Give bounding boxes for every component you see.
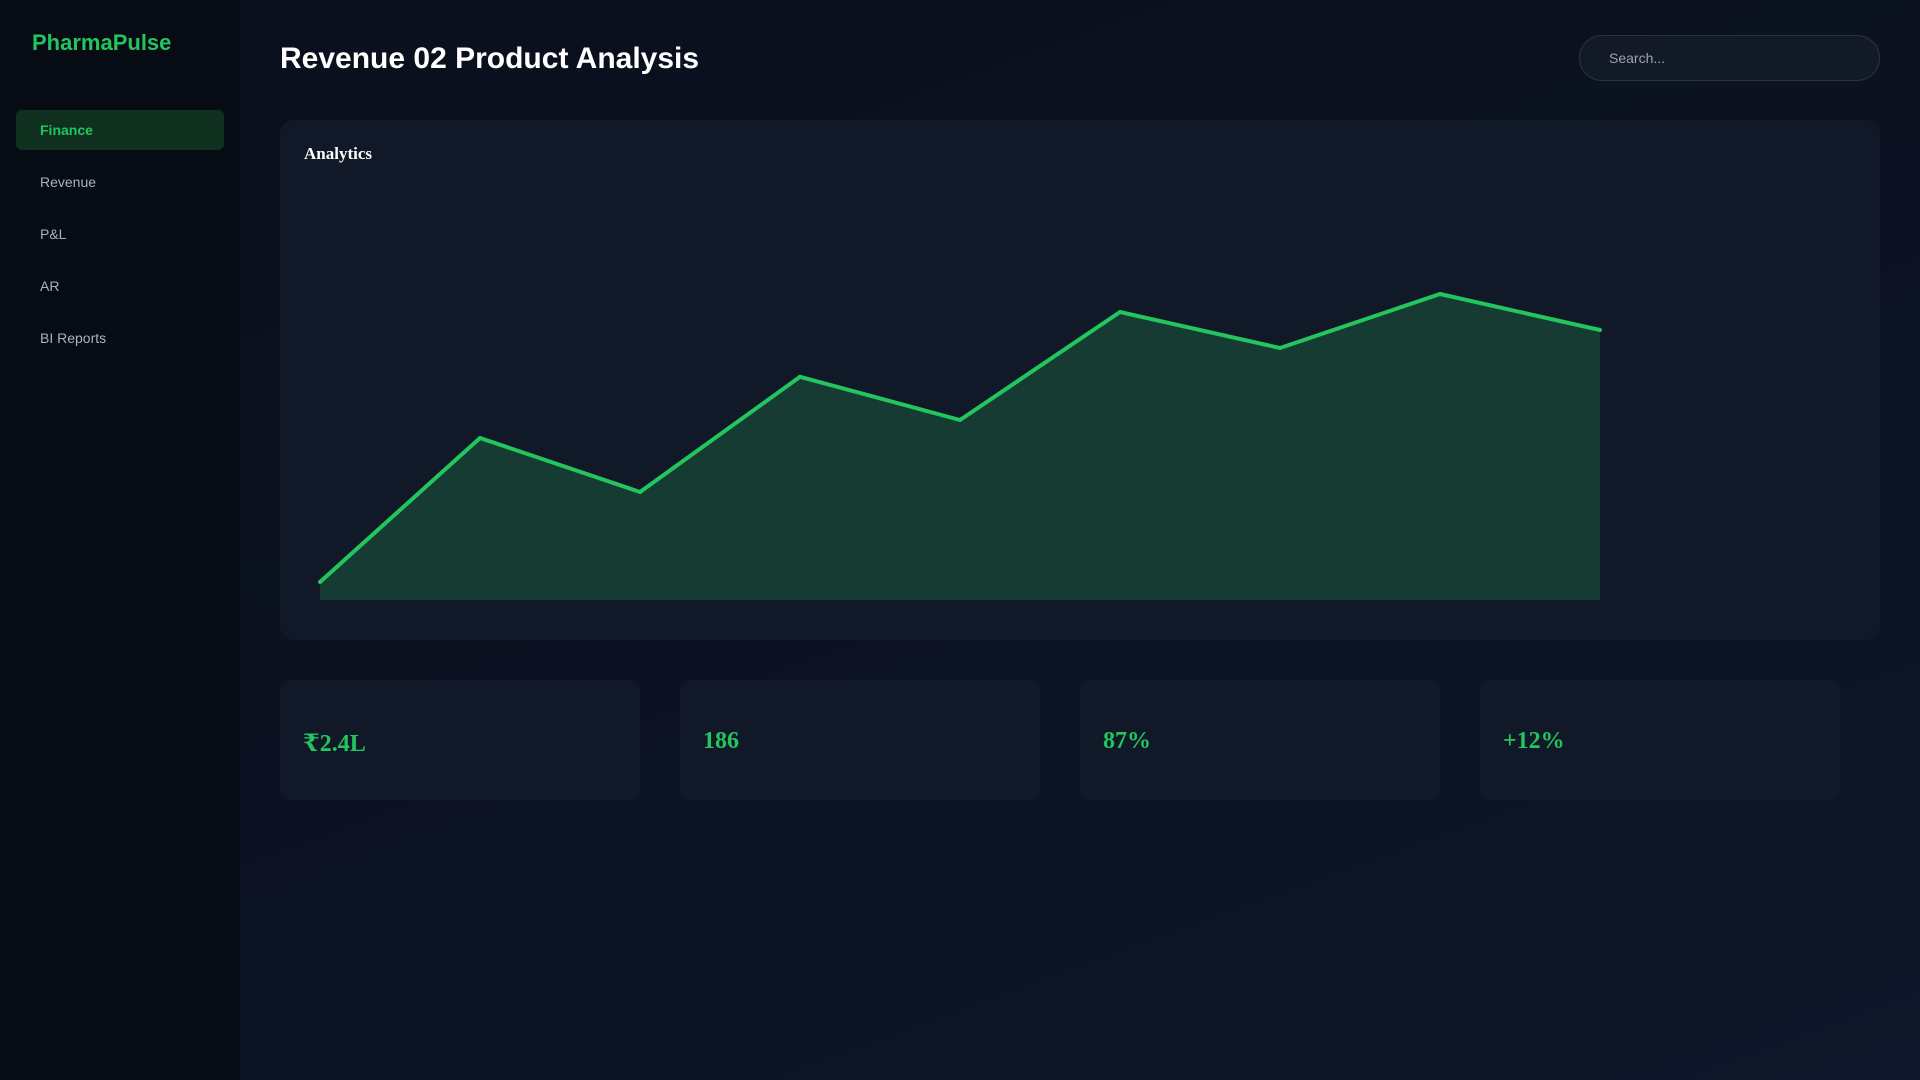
chart-point-6 bbox=[1118, 310, 1122, 314]
analytics-chart bbox=[318, 292, 1602, 600]
sidebar: PharmaPulse Finance Revenue P&L AR BI Re… bbox=[0, 0, 240, 1080]
stat-card-revenue: ₹2.4L bbox=[280, 680, 640, 800]
sidebar-item-bi-reports[interactable]: BI Reports bbox=[40, 330, 107, 346]
search-input[interactable] bbox=[1609, 50, 1849, 66]
chart-point-9 bbox=[1598, 328, 1602, 332]
chart-title: Analytics bbox=[304, 144, 372, 163]
sidebar-item-finance[interactable]: Finance bbox=[16, 110, 224, 150]
stat-value: 87% bbox=[1103, 728, 1151, 754]
stat-value: +12% bbox=[1503, 728, 1565, 754]
chart-point-1 bbox=[318, 580, 322, 584]
chart-area-fill bbox=[320, 294, 1600, 600]
sidebar-item-pl[interactable]: P&L bbox=[40, 226, 67, 242]
stat-value: ₹2.4L bbox=[303, 731, 366, 757]
stat-card-growth: +12% bbox=[1480, 680, 1840, 800]
chart-point-3 bbox=[638, 490, 642, 494]
stat-value: 186 bbox=[703, 728, 739, 754]
stat-card-percentage: 87% bbox=[1080, 680, 1440, 800]
chart-point-2 bbox=[478, 436, 482, 440]
search-box[interactable] bbox=[1579, 35, 1880, 81]
brand-logo[interactable]: PharmaPulse bbox=[32, 30, 172, 55]
chart-point-4 bbox=[798, 374, 802, 379]
chart-point-7 bbox=[1278, 346, 1282, 350]
page-title: Revenue 02 Product Analysis bbox=[280, 42, 700, 75]
sidebar-nav: Finance Revenue P&L AR BI Reports bbox=[16, 110, 224, 370]
chart-point-5 bbox=[958, 418, 962, 422]
sidebar-item-ar[interactable]: AR bbox=[40, 278, 60, 294]
chart-point-8 bbox=[1438, 292, 1442, 296]
analytics-card: Analytics bbox=[280, 120, 1880, 640]
stat-card-count: 186 bbox=[680, 680, 1040, 800]
sidebar-item-revenue[interactable]: Revenue bbox=[40, 174, 97, 190]
